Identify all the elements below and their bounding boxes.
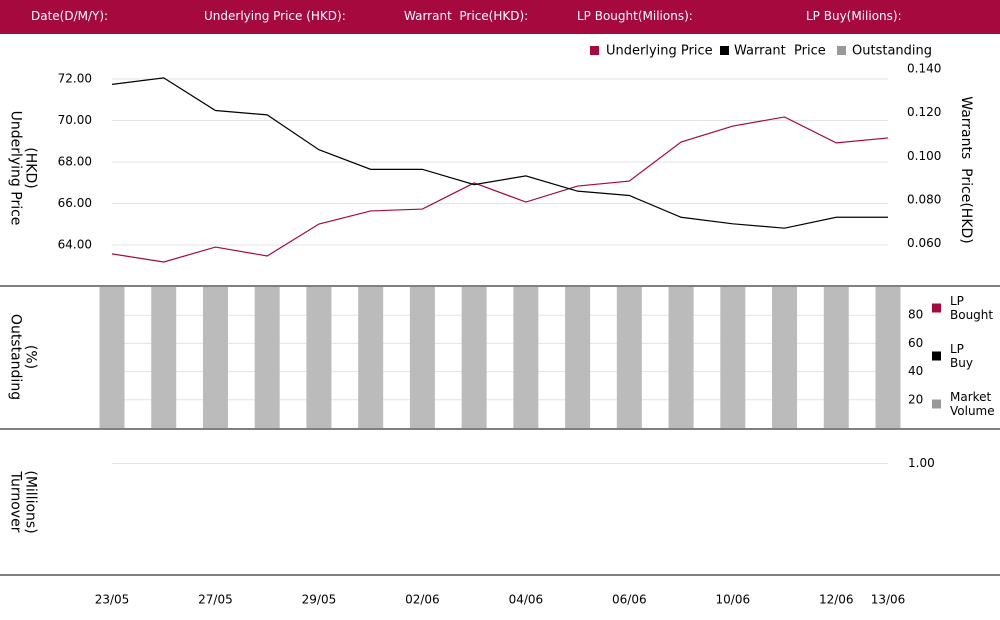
bar (202, 287, 228, 428)
tick-label: 0.120 (907, 105, 941, 119)
bar (875, 287, 901, 428)
tick-label: 70.00 (58, 113, 92, 127)
tick-label: 1.00 (908, 456, 935, 470)
bar (668, 287, 694, 428)
x-tick-label: 04/06 (509, 593, 544, 607)
y-axis-label: (HKD) (23, 147, 39, 188)
header-field: Warrant Price(HKD): (404, 9, 529, 23)
bar (151, 287, 177, 428)
tick-label: 0.140 (907, 62, 941, 76)
tick-label: 60 (908, 336, 923, 350)
x-tick-label: 06/06 (612, 593, 647, 607)
legend-swatch (837, 46, 846, 55)
bar (616, 287, 642, 428)
legend-swatch (932, 351, 941, 361)
legend-label: Market Volume (950, 390, 995, 418)
bar (306, 287, 332, 428)
bar (565, 287, 591, 428)
x-tick-label: 12/06 (819, 593, 854, 607)
y-axis-label: Underlying Price (8, 111, 24, 226)
bar (823, 287, 849, 428)
tick-label: 20 (908, 392, 923, 406)
header-field: Underlying Price (HKD): (204, 9, 346, 23)
tick-label: 0.060 (907, 236, 941, 250)
bar (358, 287, 384, 428)
x-tick-label: 29/05 (302, 593, 337, 607)
header-bar: Date(D/M/Y): Underlying Price (HKD): Warra… (0, 0, 1000, 34)
x-tick-label: 02/06 (405, 593, 440, 607)
x-tick-label: 13/06 (871, 593, 906, 607)
header-field: Date(D/M/Y): (31, 9, 109, 23)
line-series (111, 77, 888, 229)
x-tick-label: 27/05 (198, 593, 233, 607)
y-axis-label: Outstanding (8, 314, 24, 400)
y-axis-label: (Millions) (23, 470, 39, 533)
tick-label: 72.00 (58, 71, 92, 85)
tick-label: 0.080 (907, 192, 941, 206)
line-series (111, 116, 889, 263)
legend-swatch (720, 46, 729, 55)
bar (461, 287, 487, 428)
bar (254, 287, 280, 428)
tick-label: 40 (908, 364, 923, 378)
header-field: LP Bought(Milions): (577, 9, 693, 23)
bar (409, 287, 435, 428)
legend-label: LP Bought (950, 294, 993, 322)
legend-swatch (932, 303, 941, 313)
legend-label: LP Buy (950, 342, 973, 370)
bar (772, 287, 798, 428)
legend-label: Underlying Price (606, 44, 713, 59)
y2-axis-label: Warrants Price(HKD) (958, 96, 974, 244)
bar (99, 287, 125, 428)
bar (513, 287, 539, 428)
tick-label: 66.00 (58, 196, 92, 210)
tick-label: 80 (908, 308, 923, 322)
y-axis-label: (%) (23, 345, 39, 369)
tick-label: 68.00 (58, 154, 92, 168)
tick-label: 64.00 (58, 237, 92, 251)
legend-swatch (590, 46, 599, 55)
header-field: LP Buy(Milions): (806, 9, 902, 23)
bar (720, 287, 746, 428)
legend-label: Warrant Price (734, 44, 826, 59)
x-tick-label: 10/06 (716, 593, 751, 607)
legend-label: Outstanding (852, 44, 932, 59)
y-axis-label: Turnover (8, 471, 24, 533)
tick-label: 0.100 (907, 149, 941, 163)
x-tick-label: 23/05 (95, 593, 130, 607)
legend-swatch (932, 399, 941, 409)
